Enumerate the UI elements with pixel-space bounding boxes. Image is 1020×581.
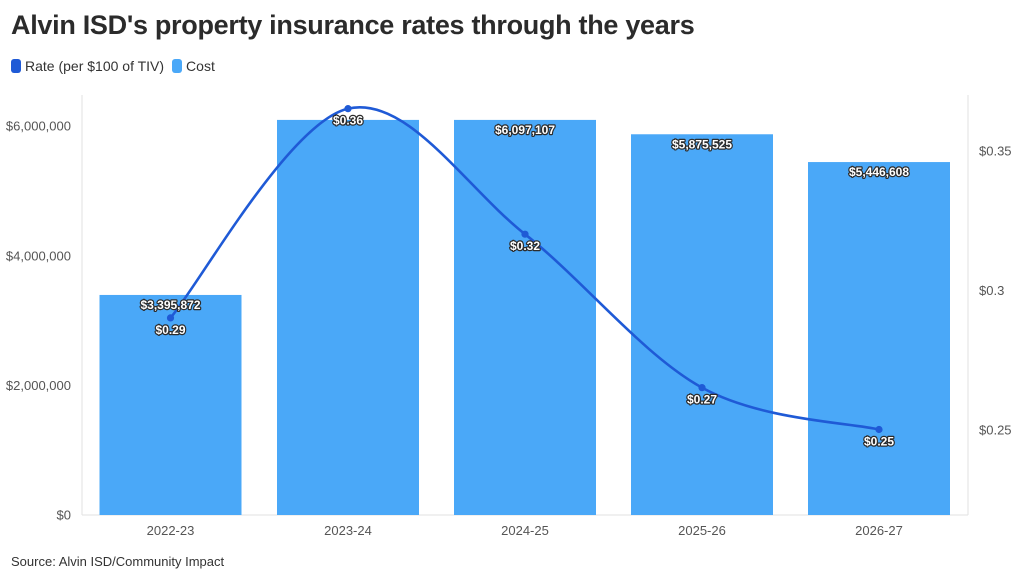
x-axis-tick-label: 2026-27 [855,523,903,538]
bar-cost [99,294,242,515]
rate-data-label: $0.27 [687,393,717,407]
legend-label-rate: Rate (per $100 of TIV) [25,58,165,74]
rate-point [698,384,706,392]
right-axis-tick-label: $0.3 [979,283,1004,298]
bar-data-label: $5,875,525 [672,137,732,151]
x-axis-tick-label: 2025-26 [678,523,726,538]
legend-swatch-rate [11,59,21,73]
bar-data-label: $3,395,872 [140,298,200,312]
bar-cost [454,119,596,515]
rate-data-label: $0.29 [155,323,185,337]
rate-point [875,425,883,434]
chart-title: Alvin ISD's property insurance rates thr… [11,10,695,40]
legend-label-cost: Cost [186,58,215,74]
bar-data-label: $6,097,107 [495,123,555,137]
rate-line [169,105,880,431]
legend-swatch-cost [172,59,183,73]
legend-item-cost: Cost [172,58,215,74]
rate-data-label: $0.25 [864,435,894,449]
legend-item-rate: Rate (per $100 of TIV) [11,58,164,74]
rate-point [521,230,529,238]
rate-data-label: $0.36 [333,114,363,128]
bar-cost [277,119,419,515]
source-note: Source: Alvin ISD/Community Impact [11,554,225,569]
x-axis-tick-label: 2024-25 [501,523,549,538]
left-axis-tick-label: $6,000,000 [6,119,71,134]
right-axis-tick-label: $0.25 [979,423,1012,438]
x-axis-tick-label: 2022-23 [147,523,195,538]
x-axis-tick-label: 2023-24 [324,523,372,538]
bar-cost [808,162,950,515]
rate-point [344,105,352,113]
left-axis-tick-label: $0 [57,508,71,523]
legend: Rate (per $100 of TIV) Cost [11,58,215,74]
left-axis-tick-label: $2,000,000 [6,378,71,393]
right-axis-tick-label: $0.35 [979,144,1012,159]
rate-point [166,314,175,322]
bar-cost [631,134,773,515]
bar-data-label: $5,446,608 [849,165,909,179]
left-axis-tick-label: $4,000,000 [6,248,71,263]
rate-data-label: $0.32 [510,239,540,253]
